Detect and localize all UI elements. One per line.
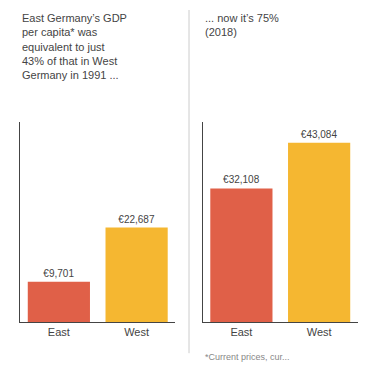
svg-text:€43,084: €43,084 [301,129,338,140]
svg-text:West: West [124,326,149,338]
svg-text:€22,687: €22,687 [118,214,155,225]
svg-text:... now it’s 75%(2018): ... now it’s 75%(2018) [205,12,279,38]
svg-text:West: West [307,326,332,338]
svg-text:East Germany’s GDPper capita*: East Germany’s GDPper capita* wasequival… [22,12,127,81]
svg-text:East: East [48,326,70,338]
svg-text:*Current prices, cur...: *Current prices, cur... [205,352,290,362]
svg-text:€32,108: €32,108 [223,174,260,185]
svg-text:€9,701: €9,701 [43,268,74,279]
svg-text:East: East [230,326,252,338]
